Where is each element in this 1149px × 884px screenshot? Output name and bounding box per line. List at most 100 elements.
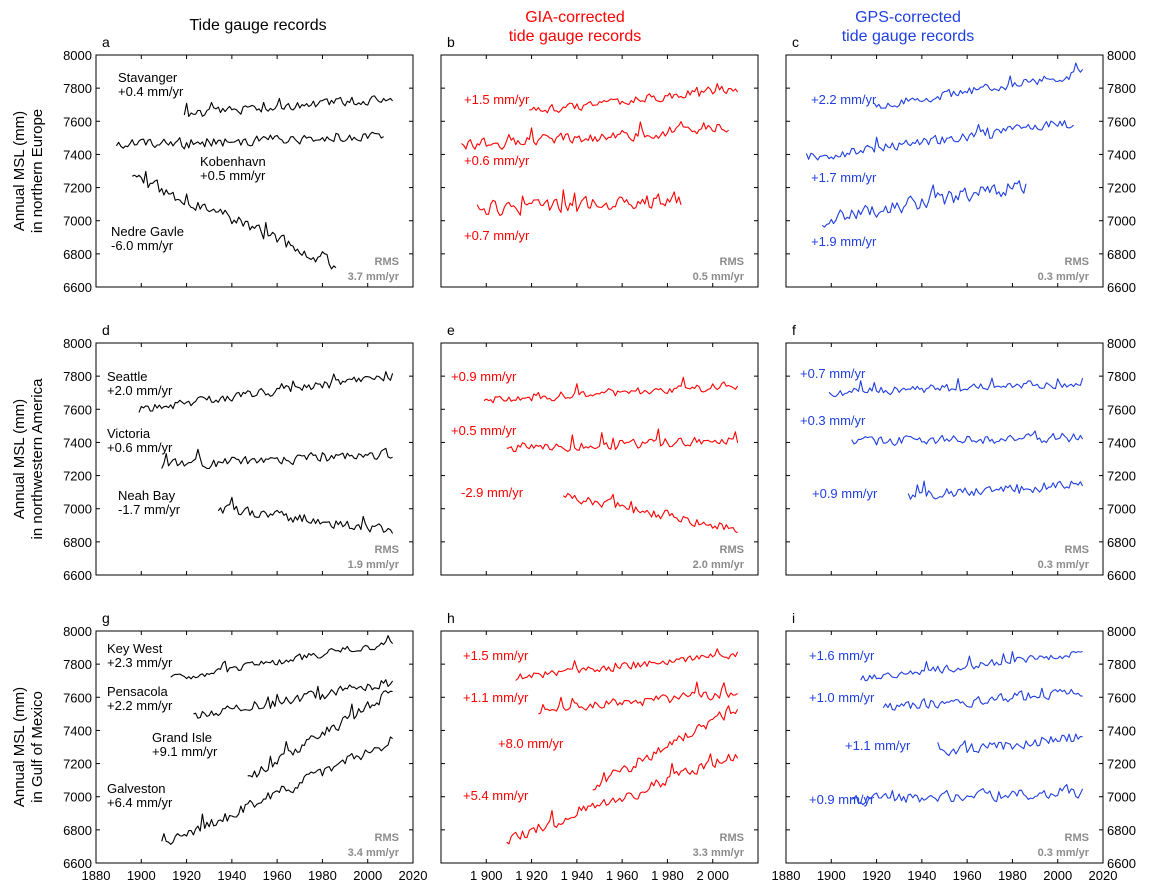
rms-label: RMS (1065, 256, 1089, 268)
panel-d: d 6600 6800 7000 7200 7400 7600 7800 8000 Seattle… (63, 322, 413, 583)
rms-label: 3.7 mm/yr (348, 271, 400, 283)
panel-letter: e (447, 322, 455, 338)
y-tick-label: 7000 (63, 502, 92, 517)
rms-label: 3.4 mm/yr (348, 847, 400, 859)
rms-label: 0.3 mm/yr (1038, 559, 1090, 571)
panel-letter: b (447, 34, 455, 50)
series-line (529, 84, 737, 113)
series-label: Seattle (107, 369, 147, 384)
series-label: Galveston (107, 781, 166, 796)
y-tick-label: 7800 (63, 369, 92, 384)
series-line (139, 372, 393, 413)
series-line (593, 706, 738, 790)
panel-letter: f (792, 322, 796, 338)
panel-a: a 6600 6800 7000 7200 7400 7600 7800 8000 Stavang… (63, 34, 413, 295)
series-line (852, 431, 1083, 446)
y-tick-label: 7200 (1107, 181, 1136, 196)
x-tick-label: 1880 (82, 868, 111, 883)
series-line (218, 497, 392, 533)
series-label: +2.2 mm/yr (107, 698, 173, 713)
plot-frame (441, 631, 758, 863)
y-tick-label: 7800 (1107, 81, 1136, 96)
series-line (563, 494, 737, 533)
x-tick-label: 1 900 (470, 868, 503, 883)
series-line (874, 63, 1082, 108)
y-tick-label: 7000 (1107, 790, 1136, 805)
series-label: Victoria (107, 426, 151, 441)
column-title: tide gauge records (509, 28, 642, 45)
series-label: +0.9 mm/yr (812, 486, 878, 501)
y-tick-label: 7400 (1107, 147, 1136, 162)
y-tick-label: 8000 (63, 336, 92, 351)
series-label: +0.4 mm/yr (118, 84, 184, 99)
series-label: +1.5 mm/yr (463, 648, 529, 663)
series-line (461, 122, 728, 150)
x-tick-label: 1920 (172, 868, 201, 883)
y-tick-label: 7200 (1107, 469, 1136, 484)
y-tick-label: 7000 (1107, 214, 1136, 229)
y-tick-label: 6600 (1107, 568, 1136, 583)
series-label: +1.0 mm/yr (809, 690, 875, 705)
row-y-label: Annual MSL (mm) (11, 111, 28, 231)
series-line (908, 481, 1082, 499)
y-tick-label: 7200 (63, 181, 92, 196)
y-tick-label: 7600 (63, 690, 92, 705)
y-tick-label: 6800 (1107, 535, 1136, 550)
series-label: +0.6 mm/yr (464, 153, 530, 168)
series-label: Neah Bay (118, 488, 176, 503)
y-tick-label: 6800 (1107, 247, 1136, 262)
rms-label: 3.3 mm/yr (693, 847, 745, 859)
series-label: Pensacola (107, 684, 168, 699)
y-tick-label: 6800 (63, 535, 92, 550)
row-y-label: Annual MSL (mm) (11, 399, 28, 519)
series-label: +0.3 mm/yr (800, 413, 866, 428)
series-label: Stavanger (118, 70, 178, 85)
series-label: +5.4 mm/yr (463, 788, 529, 803)
panel-e: e+0.9 mm/yr+0.5 mm/yr-2.9 mm/yrRMS2.0 mm… (441, 322, 758, 575)
series-label: +0.7 mm/yr (464, 228, 530, 243)
rms-label: 2.0 mm/yr (693, 559, 745, 571)
series-label: Kobenhavn (200, 154, 266, 169)
series-label: +1.1 mm/yr (845, 738, 911, 753)
x-tick-label: 1 940 (561, 868, 594, 883)
x-tick-label: 1880 (772, 868, 801, 883)
x-tick-label: 1920 (862, 868, 891, 883)
y-tick-label: 8000 (1107, 48, 1136, 63)
y-tick-label: 7600 (63, 402, 92, 417)
series-line (162, 448, 393, 468)
y-tick-label: 7400 (63, 723, 92, 738)
series-label: Key West (107, 641, 163, 656)
series-label: +1.6 mm/yr (809, 648, 875, 663)
y-tick-label: 7400 (63, 147, 92, 162)
series-line (852, 785, 1083, 805)
panel-h: h 1 900 1 920 1 940 1 960 1 980 2 000 +1.5 mm/y… (441, 610, 758, 883)
panel-letter: g (102, 610, 110, 626)
series-line (516, 649, 738, 681)
rms-label: RMS (375, 256, 399, 268)
y-tick-label: 8000 (1107, 624, 1136, 639)
column-title: Tide gauge records (189, 17, 326, 34)
series-line (507, 754, 738, 844)
series-label: +2.0 mm/yr (107, 383, 173, 398)
x-tick-label: 1900 (127, 868, 156, 883)
panel-letter: h (447, 610, 455, 626)
x-tick-label: 1980 (998, 868, 1027, 883)
series-label: +1.7 mm/yr (811, 170, 877, 185)
series-label: -1.7 mm/yr (118, 502, 181, 517)
series-label: -2.9 mm/yr (461, 485, 524, 500)
panel-letter: i (792, 610, 795, 626)
series-label: +0.6 mm/yr (107, 440, 173, 455)
y-tick-label: 6600 (1107, 280, 1136, 295)
series-label: +8.0 mm/yr (498, 736, 564, 751)
series-line (883, 688, 1082, 710)
series-label: +1.9 mm/yr (811, 234, 877, 249)
rms-label: RMS (1065, 832, 1089, 844)
x-tick-label: 1 980 (651, 868, 684, 883)
y-tick-label: 7000 (63, 790, 92, 805)
rms-label: RMS (375, 832, 399, 844)
y-tick-label: 7000 (1107, 502, 1136, 517)
x-tick-label: 2000 (353, 868, 382, 883)
rms-label: 0.3 mm/yr (1038, 271, 1090, 283)
